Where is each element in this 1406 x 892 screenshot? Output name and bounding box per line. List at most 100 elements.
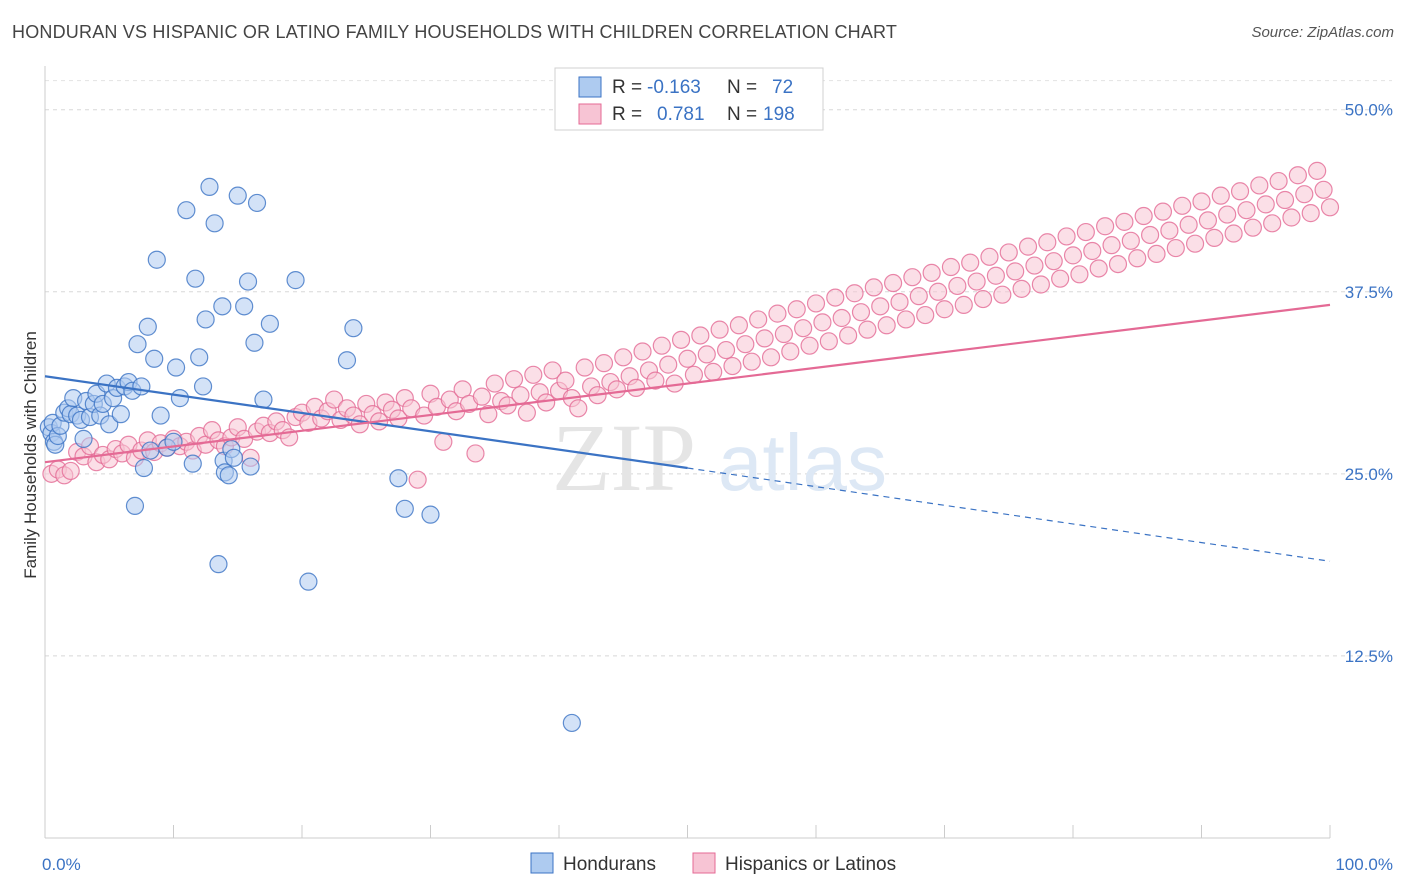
hispanic-point: [1205, 228, 1224, 247]
hispanic-point: [961, 253, 980, 272]
hispanic-point: [1198, 211, 1218, 230]
hispanic-point: [1230, 182, 1250, 201]
honduran-point: [247, 193, 267, 213]
legend-swatch-blue: [578, 76, 602, 98]
hispanic-point: [813, 313, 832, 332]
legend-n-value: 72: [772, 77, 793, 98]
watermark-atlas: atlas: [718, 418, 887, 507]
hispanic-point: [697, 345, 716, 364]
hispanic-point: [806, 294, 826, 313]
hispanic-point: [626, 378, 646, 398]
hispanic-point: [434, 432, 453, 451]
hispanic-point: [61, 461, 80, 481]
legend-r-label: R =: [612, 77, 642, 98]
hispanic-point: [1173, 196, 1192, 215]
hispanic-point: [511, 386, 530, 405]
legend-r-value: -0.163: [647, 77, 701, 98]
hispanic-point: [993, 285, 1012, 304]
hispanic-point: [466, 444, 485, 463]
hispanic-point: [1134, 206, 1153, 226]
hispanic-point: [1006, 262, 1025, 281]
hispanic-point: [761, 348, 781, 367]
hispanic-point: [594, 354, 614, 373]
hispanic-point: [646, 371, 665, 390]
honduran-point: [213, 297, 232, 316]
hispanic-point: [845, 284, 864, 303]
hispanic-point: [1314, 180, 1333, 199]
hispanic-point: [607, 380, 626, 399]
honduran-point: [421, 505, 440, 524]
hispanic-point: [614, 348, 633, 367]
trend-lines: [44, 303, 1331, 562]
legend-n-label: N =: [727, 104, 757, 125]
hispanic-point: [408, 470, 427, 489]
bottom-legend: Hondurans Hispanics or Latinos: [530, 852, 896, 875]
hispanic-point: [1295, 185, 1314, 204]
hispanic-point: [1320, 198, 1340, 217]
hispanic-point: [877, 316, 896, 335]
hispanic-point: [1218, 205, 1237, 224]
hispanic-point: [1025, 256, 1044, 275]
hispanic-point: [556, 371, 575, 390]
legend-r-label: R =: [612, 104, 642, 125]
honduran-point: [151, 406, 170, 425]
honduran-point: [209, 555, 228, 574]
legend-swatch-pink: [578, 103, 602, 125]
hispanic-point: [781, 342, 800, 361]
honduran-point: [260, 314, 279, 333]
honduran-point: [241, 457, 260, 476]
hispanic-point: [832, 308, 851, 328]
hispanic-point: [941, 257, 961, 277]
hispanic-point: [999, 243, 1018, 262]
hispanic-point: [903, 268, 922, 287]
hispanic-point: [1057, 227, 1076, 246]
hispanic-point: [479, 405, 498, 424]
hispanic-point: [871, 297, 890, 316]
hispanic-point: [749, 310, 768, 329]
hispanic-point: [569, 399, 588, 418]
hispanic-point: [652, 336, 671, 355]
hispanic-point: [1070, 265, 1089, 284]
hispanic-point: [1224, 224, 1243, 243]
hispanic-point: [543, 361, 562, 380]
honduran-point: [166, 358, 186, 377]
y-axis-label: Family Households with Children: [21, 331, 40, 579]
hispanic-point: [504, 370, 524, 389]
hispanic-point: [691, 326, 710, 345]
hispanic-point: [1115, 212, 1134, 231]
hispanic-point: [928, 282, 948, 301]
honduran-point: [337, 351, 357, 370]
hispanic-point: [800, 336, 819, 355]
legend-r-value: 0.781: [657, 104, 705, 125]
hispanic-point: [922, 263, 941, 282]
hispanic-point: [729, 316, 749, 335]
honduran-point: [286, 271, 305, 290]
hispanic-point: [768, 304, 787, 323]
hispanic-point: [524, 365, 543, 384]
hispanic-point: [1102, 236, 1121, 255]
bottom-legend-hondurans: Hondurans: [563, 854, 656, 875]
hispanic-point: [723, 356, 742, 376]
hispanic-point: [659, 355, 678, 374]
hispanic-point: [1179, 215, 1198, 234]
hispanic-point: [1089, 259, 1108, 278]
hispanic-point: [787, 300, 806, 319]
hispanic-point: [909, 287, 928, 306]
honduran-point: [562, 713, 581, 733]
hispanic-point: [678, 349, 697, 368]
trend-line: [44, 303, 1331, 464]
hispanic-point: [1096, 217, 1115, 236]
hispanic-point: [325, 390, 344, 409]
hispanic-point: [1160, 221, 1179, 240]
hispanic-point: [472, 387, 491, 406]
y-tick-label: 50.0%: [1345, 101, 1393, 120]
hispanic-point: [1301, 204, 1320, 223]
hispanic-point: [736, 335, 755, 354]
hispanic-point: [1051, 269, 1070, 288]
chart-title: HONDURAN VS HISPANIC OR LATINO FAMILY HO…: [12, 22, 898, 42]
bottom-legend-hispanics: Hispanics or Latinos: [725, 854, 896, 875]
hispanic-point: [935, 300, 954, 319]
hispanic-point: [890, 292, 909, 312]
honduran-point: [145, 349, 164, 368]
